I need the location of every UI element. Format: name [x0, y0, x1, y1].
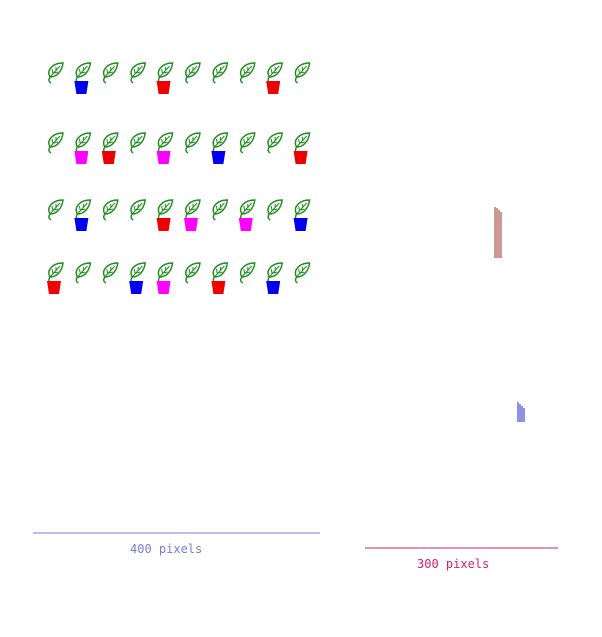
potted-plant-icon [75, 262, 92, 284]
pot-blue [129, 281, 144, 294]
potted-plant-icon [74, 199, 92, 231]
pot-blue [74, 218, 89, 231]
pot-magenta [74, 151, 89, 164]
scale-label-400: 400 pixels [130, 542, 203, 556]
potted-plant-icon [212, 62, 229, 84]
potted-plant-icon [103, 262, 119, 284]
pot-blue [293, 218, 308, 231]
plant-grid [47, 62, 311, 294]
potted-plant-icon [266, 262, 283, 294]
pot-blue [211, 151, 226, 164]
pot-magenta [238, 218, 253, 231]
potted-plant-icon [212, 199, 229, 221]
pot-magenta [156, 151, 171, 164]
potted-plant-icon [130, 199, 146, 221]
potted-plant-icon [211, 132, 229, 164]
potted-plant-icon [240, 62, 256, 84]
potted-plant-icon [48, 199, 64, 221]
potted-plant-icon [103, 199, 119, 221]
pot-magenta [156, 281, 171, 294]
pot-red [101, 151, 116, 164]
potted-plant-icon [267, 132, 283, 154]
pot-magenta [184, 218, 198, 231]
pot-blue [74, 81, 89, 94]
potted-plant-icon [185, 132, 201, 154]
potted-plant-icon [156, 62, 174, 94]
pot-red [293, 151, 308, 164]
potted-plant-icon [47, 262, 64, 294]
pot-red [211, 281, 226, 294]
potted-plant-icon [185, 62, 201, 84]
potted-plant-icon [74, 62, 92, 94]
scale-label-300: 300 pixels [417, 557, 490, 571]
potted-plant-icon [266, 62, 283, 94]
potted-plant-icon [130, 132, 146, 154]
pot-red [47, 281, 61, 294]
potted-plant-icon [48, 62, 64, 84]
potted-plant-icon [156, 199, 174, 231]
potted-plant-icon [185, 262, 201, 284]
potted-plant-icon [294, 262, 311, 284]
potted-plant-icon [130, 62, 146, 84]
potted-plant-icon [211, 262, 229, 294]
potted-plant-icon [293, 132, 311, 164]
potted-plant-icon [294, 62, 311, 84]
pot-red [156, 218, 171, 231]
pot-red [156, 81, 171, 94]
potted-plant-icon [156, 132, 174, 164]
pot-red [266, 81, 281, 94]
vertical-marks-lower [517, 402, 525, 422]
potted-plant-icon [240, 132, 256, 154]
pot-blue [266, 281, 281, 294]
potted-plant-icon [293, 199, 311, 231]
potted-plant-icon [74, 132, 92, 164]
potted-plant-icon [101, 132, 119, 164]
vertical-marks-upper [494, 207, 502, 258]
potted-plant-icon [103, 62, 119, 84]
potted-plant-icon [129, 262, 146, 294]
potted-plant-icon [240, 262, 256, 284]
potted-plant-icon [184, 199, 201, 231]
potted-plant-icon [156, 262, 174, 294]
potted-plant-icon [48, 132, 64, 154]
potted-plant-icon [267, 199, 283, 221]
potted-plant-icon [238, 199, 256, 231]
